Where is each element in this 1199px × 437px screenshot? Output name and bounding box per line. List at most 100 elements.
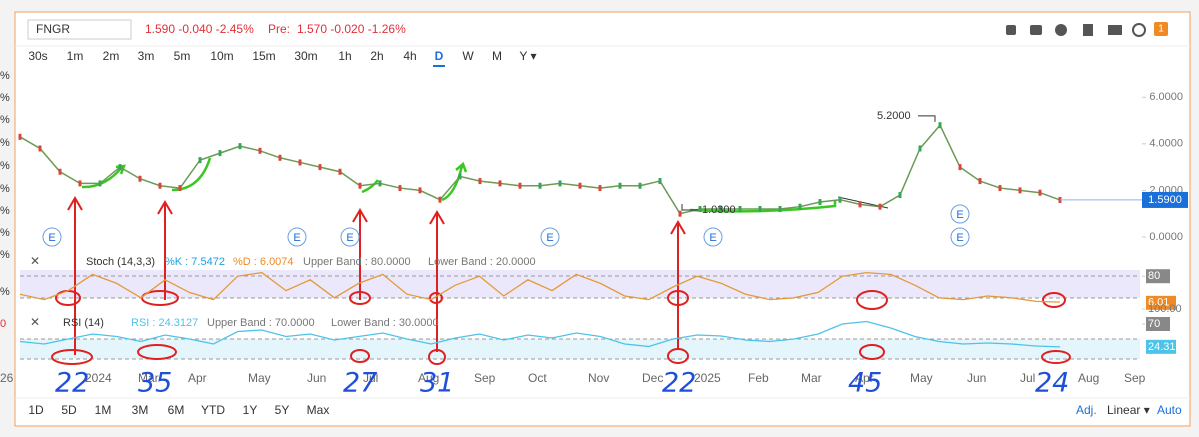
x-tick-label: Jun [967, 371, 986, 385]
event-label[interactable]: E [709, 232, 716, 244]
close-icon[interactable]: ✕ [30, 254, 40, 268]
x-tick-label: Mar [801, 371, 822, 385]
candle [438, 196, 442, 203]
event-marker[interactable] [287, 227, 307, 247]
range-button[interactable]: YTD [201, 403, 225, 417]
range-button[interactable]: 6M [168, 403, 185, 417]
interval[interactable]: 5m [174, 49, 191, 63]
candle [598, 185, 602, 192]
icon[interactable] [1108, 25, 1122, 35]
x-tick-label: Jul [1020, 371, 1035, 385]
indicator-text: Stoch (14,3,3) [86, 256, 155, 268]
candle [418, 187, 422, 194]
interval[interactable]: 2m [103, 49, 120, 63]
high-label: 5.2000 [877, 110, 911, 122]
interval[interactable]: 3m [138, 49, 155, 63]
event-marker[interactable] [950, 204, 970, 224]
pre-label: Pre: [268, 22, 290, 36]
badge[interactable] [1154, 22, 1168, 36]
event-label[interactable]: E [956, 209, 963, 221]
indicator-text: %K : 7.5472 [165, 256, 225, 268]
quote: 1.590 -0.040 -2.45% [145, 22, 254, 36]
candle [198, 157, 202, 164]
icon[interactable] [1055, 24, 1067, 36]
x-tick-label: Mar [138, 371, 159, 385]
auto-toggle[interactable]: Auto [1157, 403, 1182, 417]
event-marker[interactable] [540, 227, 560, 247]
interval[interactable]: Y ▾ [519, 49, 536, 63]
event-marker[interactable] [42, 227, 62, 247]
event-label[interactable]: E [546, 232, 553, 244]
candle [738, 206, 742, 213]
interval[interactable]: 4h [403, 49, 416, 63]
interval[interactable]: 10m [210, 49, 233, 63]
x-tick-label: Sep [1124, 371, 1146, 385]
rsi-line [19, 320, 1061, 348]
interval[interactable]: 30s [28, 49, 47, 63]
symbol[interactable]: FNGR [36, 22, 70, 36]
range-button[interactable]: 1D [28, 403, 44, 417]
candle [178, 185, 182, 192]
x-tick-label: May [910, 371, 933, 385]
badge-count[interactable]: 1 [1158, 24, 1164, 35]
close-icon[interactable]: ✕ [30, 315, 40, 329]
high-marker [918, 115, 936, 122]
left-strip-label: % [0, 286, 10, 298]
range-button[interactable]: Max [307, 403, 330, 417]
indicator-text: Lower Band : 30.0000 [331, 317, 439, 329]
indicator-text: Lower Band : 20.0000 [428, 256, 536, 268]
range-button[interactable]: 5Y [275, 403, 290, 417]
candle [238, 143, 242, 150]
interval[interactable]: 30m [294, 49, 317, 63]
candle [338, 168, 342, 175]
x-tick-label: Jun [307, 371, 326, 385]
indicator-text: RSI : 24.3127 [131, 317, 198, 329]
adj-toggle[interactable]: Adj. [1076, 403, 1097, 417]
event-label[interactable]: E [346, 232, 353, 244]
x-tick-label: Dec [642, 371, 663, 385]
candle [358, 182, 362, 189]
y-tick-label: 4.0000 [1149, 138, 1183, 150]
range-button[interactable]: 5D [61, 403, 77, 417]
interval[interactable]: 15m [252, 49, 275, 63]
icon[interactable] [1030, 25, 1042, 35]
left-strip-label: % [0, 160, 10, 172]
range-button[interactable]: 1Y [243, 403, 258, 417]
y-tick-label: 80 [1148, 270, 1160, 282]
icon[interactable] [1083, 24, 1093, 36]
event-marker[interactable] [703, 227, 723, 247]
candle [698, 206, 702, 213]
event-marker[interactable] [340, 227, 360, 247]
interval[interactable]: 1m [67, 49, 84, 63]
x-tick-label: Apr [188, 371, 207, 385]
interval[interactable]: W [462, 49, 474, 63]
scale-select[interactable]: Linear ▾ [1107, 403, 1150, 417]
candle [118, 164, 122, 171]
left-strip-label: % [0, 205, 10, 217]
hand-note: 24 [1035, 368, 1069, 399]
candle [458, 173, 462, 180]
event-label[interactable]: E [48, 232, 55, 244]
interval[interactable]: 1h [338, 49, 351, 63]
range-button[interactable]: 1M [95, 403, 112, 417]
range-button[interactable]: 3M [132, 403, 149, 417]
candle [718, 206, 722, 213]
candle [498, 180, 502, 187]
interval[interactable]: 2h [370, 49, 383, 63]
candle [978, 178, 982, 185]
candle [858, 201, 862, 208]
interval[interactable]: M [492, 49, 502, 63]
chart-frame [14, 11, 1191, 427]
event-label[interactable]: E [293, 232, 300, 244]
event-marker[interactable] [950, 227, 970, 247]
candle [78, 180, 82, 187]
candle [158, 182, 162, 189]
icon[interactable] [1132, 23, 1146, 37]
event-label[interactable]: E [956, 232, 963, 244]
candle [58, 168, 62, 175]
interval[interactable]: D [435, 49, 444, 63]
symbol-box[interactable] [27, 19, 132, 40]
candle [518, 182, 522, 189]
icon[interactable] [1006, 25, 1016, 35]
